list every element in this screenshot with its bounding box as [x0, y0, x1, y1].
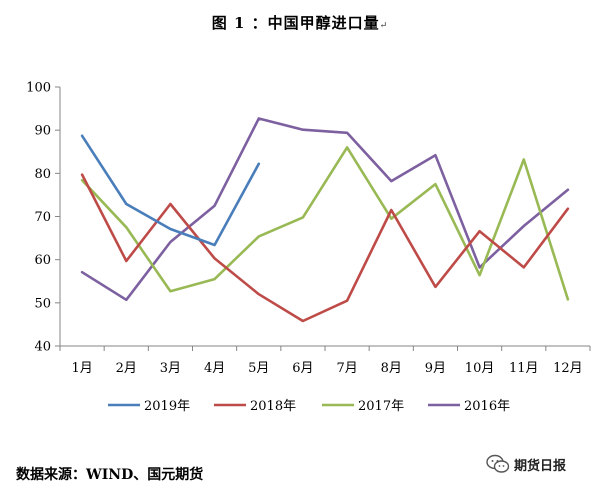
- series-line-2018年: [80, 173, 570, 323]
- y-tick-label: 40: [34, 340, 51, 355]
- x-tick-label: 8月: [381, 361, 402, 376]
- x-tick-label: 12月: [553, 361, 583, 376]
- y-tick-label: 80: [34, 167, 51, 182]
- x-tick-label: 1月: [71, 361, 92, 376]
- y-tick-label: 100: [26, 81, 51, 96]
- x-tick-label: 10月: [465, 361, 495, 376]
- watermark: 期货日报: [486, 454, 566, 474]
- x-tick-label: 9月: [425, 361, 446, 376]
- x-tick-label: 5月: [248, 361, 269, 376]
- x-tick-label: 11月: [509, 361, 539, 376]
- legend-label: 2019年: [144, 399, 190, 414]
- x-tick-label: 4月: [204, 361, 225, 376]
- series-line-2019年: [80, 134, 261, 247]
- y-tick-label: 70: [34, 210, 51, 225]
- legend-label: 2017年: [358, 399, 404, 414]
- x-tick-label: 6月: [292, 361, 313, 376]
- series-line-2016年: [80, 117, 570, 302]
- y-tick-label: 60: [34, 253, 51, 268]
- chart-title-text: 图 1 ：中国甲醇进口量: [211, 14, 380, 32]
- x-tick-label: 3月: [160, 361, 181, 376]
- wechat-icon: [486, 454, 510, 473]
- watermark-text: 期货日报: [514, 458, 567, 474]
- y-tick-label: 50: [34, 296, 51, 311]
- x-tick-label: 2月: [116, 361, 137, 376]
- chart-title: 图 1 ：中国甲醇进口量↵: [0, 12, 600, 33]
- return-mark-icon: ↵: [379, 21, 389, 31]
- series-line-2017年: [80, 146, 570, 301]
- source-note: 数据来源：WIND、国元期货: [16, 467, 204, 483]
- legend-label: 2016年: [464, 399, 510, 414]
- y-tick-label: 90: [34, 124, 51, 139]
- x-tick-label: 7月: [336, 361, 357, 376]
- legend-label: 2018年: [250, 399, 296, 414]
